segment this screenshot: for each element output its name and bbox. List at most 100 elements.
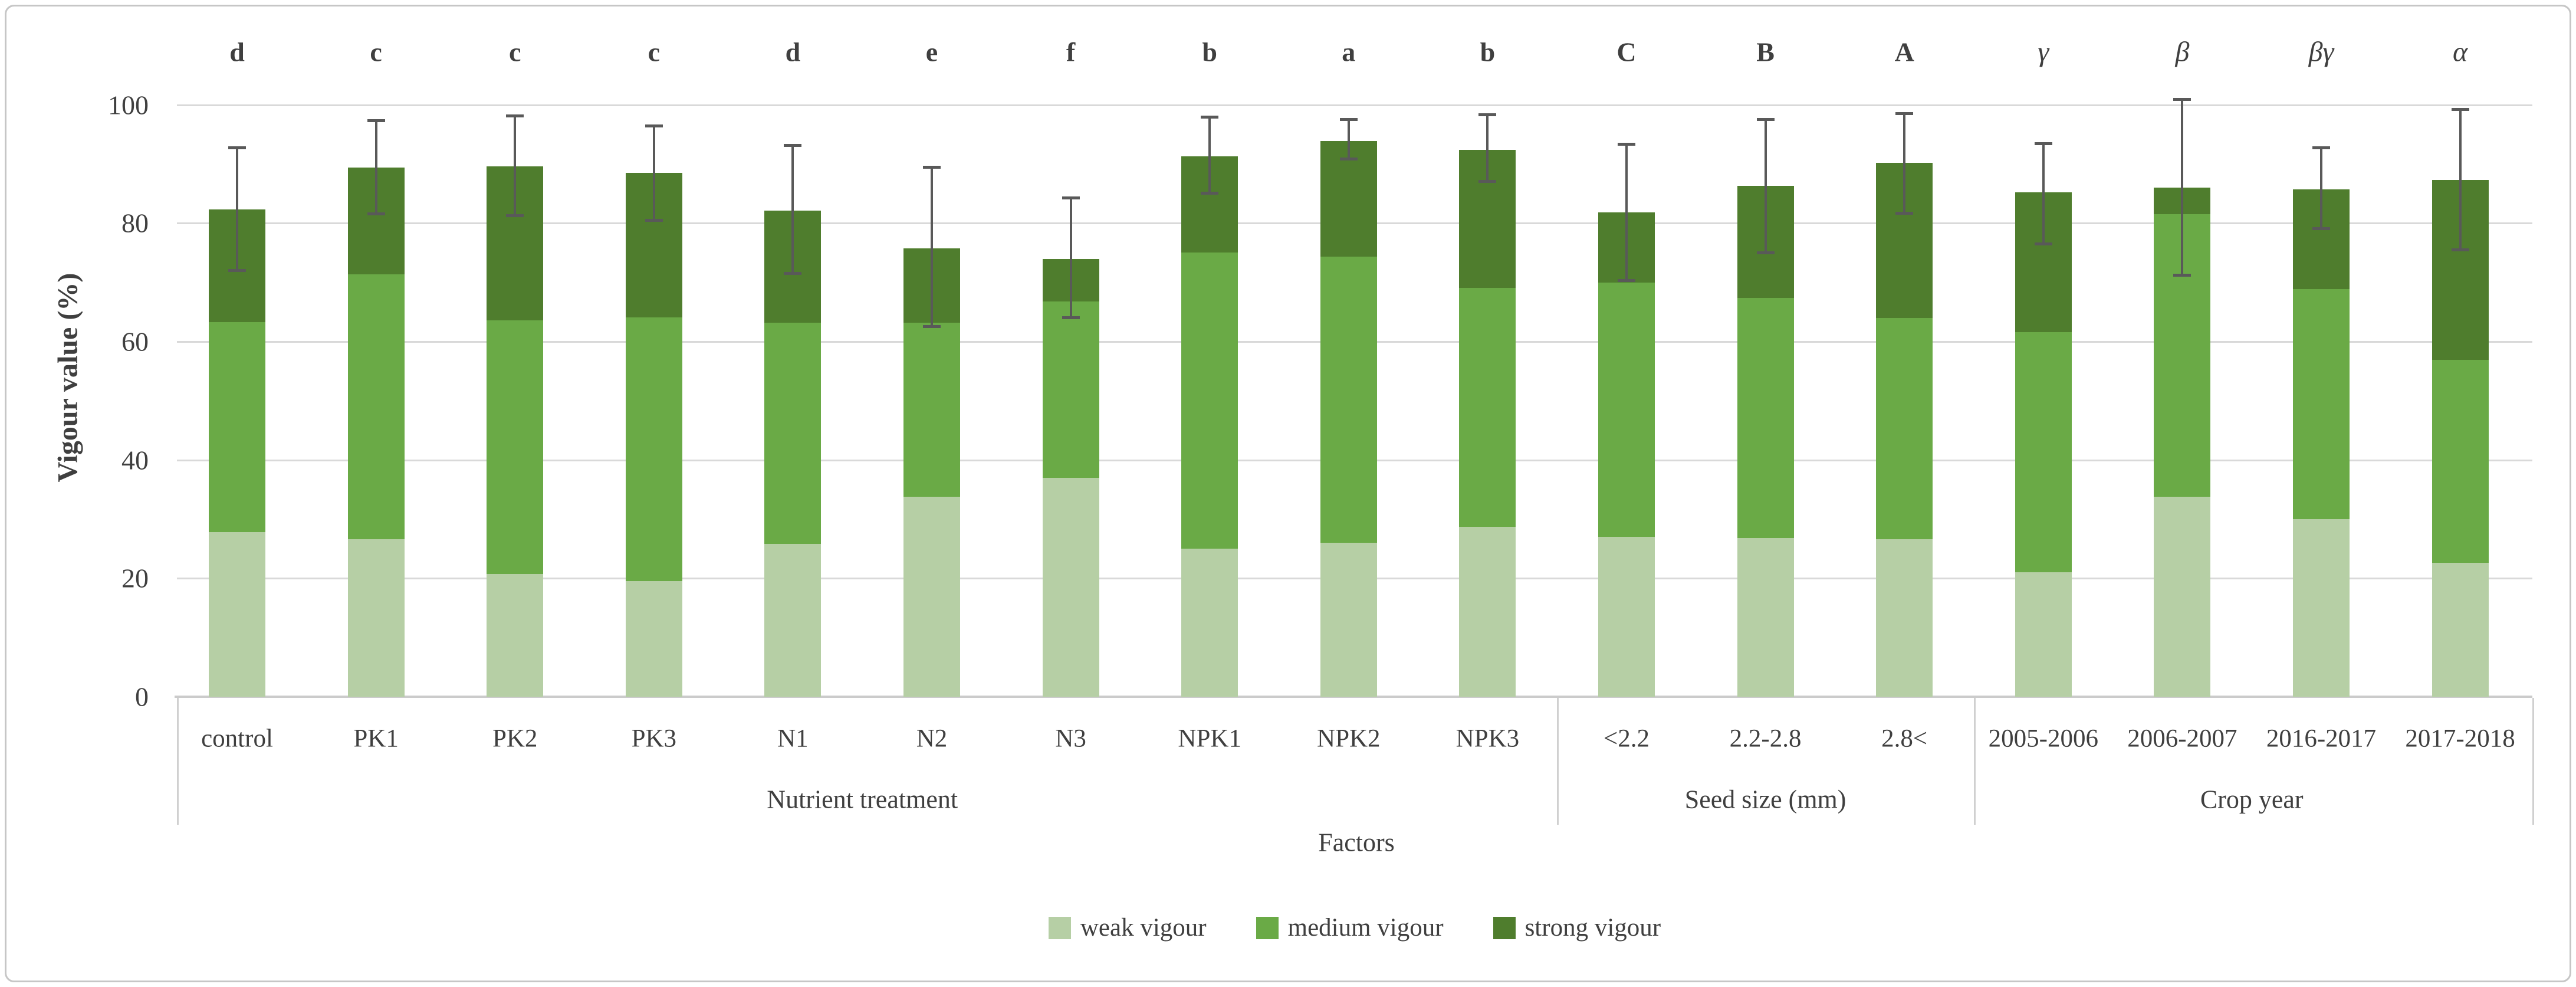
category-label-2.2-2.8: 2.2-2.8 (1729, 724, 1802, 753)
error-bar-cap-bottom-NPK2 (1339, 158, 1358, 161)
group-label-Crop year: Crop year (2200, 785, 2304, 814)
category-label-N3: N3 (1055, 724, 1086, 753)
bar-N2-medium-segment (903, 322, 960, 497)
legend-label-weak-vigour: weak vigour (1080, 914, 1207, 942)
significance-letter-2006-2007: β (2175, 36, 2190, 68)
axis-group-divider-0 (177, 698, 179, 825)
error-bar-cap-bottom-2005-2006 (2034, 242, 2052, 245)
error-bar-cap-bottom-2.8< (1895, 212, 1914, 215)
bar-N3-weak-segment (1042, 477, 1099, 697)
error-bar-cap-bottom-2016-2017 (2312, 227, 2330, 231)
bar-2.8<-medium-segment (1876, 317, 1933, 540)
error-bar-NPK2 (1347, 119, 1350, 160)
category-label-2017-2018: 2017-2018 (2405, 724, 2515, 753)
error-bar-cap-top-N1 (784, 144, 802, 147)
significance-letter-<2.2: C (1616, 37, 1637, 67)
category-label-NPK2: NPK2 (1317, 724, 1381, 753)
legend-swatch-weak-vigour (1048, 916, 1071, 939)
error-bar-2.2-2.8 (1764, 119, 1767, 253)
error-bar-cap-top-2016-2017 (2312, 146, 2330, 150)
category-label-PK1: PK1 (353, 724, 399, 753)
significance-letter-N2: e (925, 37, 938, 67)
legend-label-strong-vigour: strong vigour (1524, 914, 1661, 942)
legend: weak vigour medium vigour strong vigour (177, 913, 2532, 942)
bar-NPK1-weak-segment (1181, 549, 1238, 697)
bar-NPK2-medium-segment (1320, 256, 1377, 543)
error-bar-cap-bottom-NPK3 (1478, 180, 1497, 183)
error-bar-2.8< (1903, 113, 1906, 214)
legend-swatch-strong-vigour (1493, 916, 1516, 939)
significance-letter-N3: f (1066, 37, 1076, 67)
significance-letter-PK3: c (648, 37, 661, 67)
error-bar-cap-bottom-control (228, 268, 246, 272)
significance-letter-NPK2: a (1342, 37, 1356, 67)
error-bar-NPK3 (1486, 114, 1489, 182)
axis-group-divider-1 (1557, 698, 1559, 825)
bar-PK3-weak-segment (625, 581, 682, 697)
error-bar-cap-top-NPK2 (1339, 117, 1358, 121)
error-bar-PK1 (374, 120, 377, 215)
category-label-2005-2006: 2005-2006 (1988, 724, 2098, 753)
legend-swatch-medium-vigour (1256, 916, 1279, 939)
y-tick-label-0: 0 (135, 681, 149, 712)
error-bar-cap-top-NPK1 (1201, 115, 1219, 119)
error-bar-control (236, 147, 238, 271)
error-bar-cap-bottom-<2.2 (1618, 278, 1635, 282)
bar-control-weak-segment (209, 532, 265, 697)
bar-2016-2017-medium-segment (2293, 288, 2350, 520)
legend-item-strong-vigour: strong vigour (1493, 913, 1661, 942)
significance-letter-NPK1: b (1202, 37, 1217, 67)
category-label-2.8<: 2.8< (1881, 724, 1928, 753)
bar-2005-2006-medium-segment (2015, 332, 2072, 573)
bar-NPK1-medium-segment (1181, 252, 1238, 549)
legend-item-weak-vigour: weak vigour (1048, 913, 1207, 942)
axis-group-divider-3 (2532, 698, 2534, 825)
bar-N3-medium-segment (1042, 301, 1099, 478)
significance-letter-PK1: c (370, 37, 382, 67)
group-label-Nutrient treatment: Nutrient treatment (767, 785, 958, 814)
legend-label-medium-vigour: medium vigour (1287, 914, 1444, 942)
error-bar-cap-top-2017-2018 (2451, 107, 2469, 111)
bar-N2-weak-segment (903, 496, 960, 697)
axis-group-divider-2 (1974, 698, 1976, 825)
category-label-PK3: PK3 (631, 724, 677, 753)
x-axis-title: Factors (1318, 828, 1395, 857)
y-tick-label-80: 80 (121, 208, 149, 238)
error-bar-2016-2017 (2320, 147, 2322, 229)
error-bar-cap-bottom-PK1 (367, 212, 385, 216)
error-bar-cap-top-NPK3 (1478, 113, 1497, 116)
bar-2005-2006-weak-segment (2015, 572, 2072, 697)
error-bar-cap-bottom-2017-2018 (2451, 248, 2469, 251)
bar-2016-2017-weak-segment (2293, 519, 2350, 697)
significance-letter-2005-2006: γ (2038, 36, 2049, 68)
significance-letter-N1: d (785, 37, 801, 67)
error-bar-cap-bottom-N2 (923, 325, 941, 328)
error-bar-cap-top-PK1 (367, 119, 385, 122)
significance-letter-2.2-2.8: B (1756, 37, 1775, 67)
y-tick-label-100: 100 (108, 90, 149, 120)
error-bar-NPK1 (1208, 116, 1211, 194)
bar-2.2-2.8-medium-segment (1737, 297, 1794, 539)
significance-letter-PK2: c (508, 37, 521, 67)
significance-letter-NPK3: b (1480, 37, 1496, 67)
bar-2006-2007-weak-segment (2154, 496, 2211, 697)
figure-border (5, 5, 2571, 982)
error-bar-cap-top-PK2 (506, 114, 524, 117)
error-bar-2006-2007 (2181, 99, 2184, 276)
category-label-NPK3: NPK3 (1455, 724, 1520, 753)
error-bar-cap-bottom-PK3 (645, 219, 663, 222)
error-bar-cap-bottom-2006-2007 (2173, 273, 2191, 277)
error-bar-cap-bottom-2.2-2.8 (1756, 251, 1775, 254)
significance-letter-control: d (229, 37, 245, 67)
error-bar-cap-bottom-N1 (784, 271, 802, 275)
bar-control-medium-segment (209, 322, 265, 533)
error-bar-PK3 (652, 125, 655, 221)
error-bar-cap-top-2005-2006 (2034, 142, 2052, 145)
bar-<2.2-weak-segment (1598, 537, 1655, 697)
bar-PK1-weak-segment (347, 539, 405, 697)
error-bar-cap-top-control (228, 146, 246, 150)
error-bar-N1 (791, 145, 794, 274)
y-tick-label-60: 60 (121, 326, 149, 357)
bar-NPK3-weak-segment (1459, 527, 1516, 697)
